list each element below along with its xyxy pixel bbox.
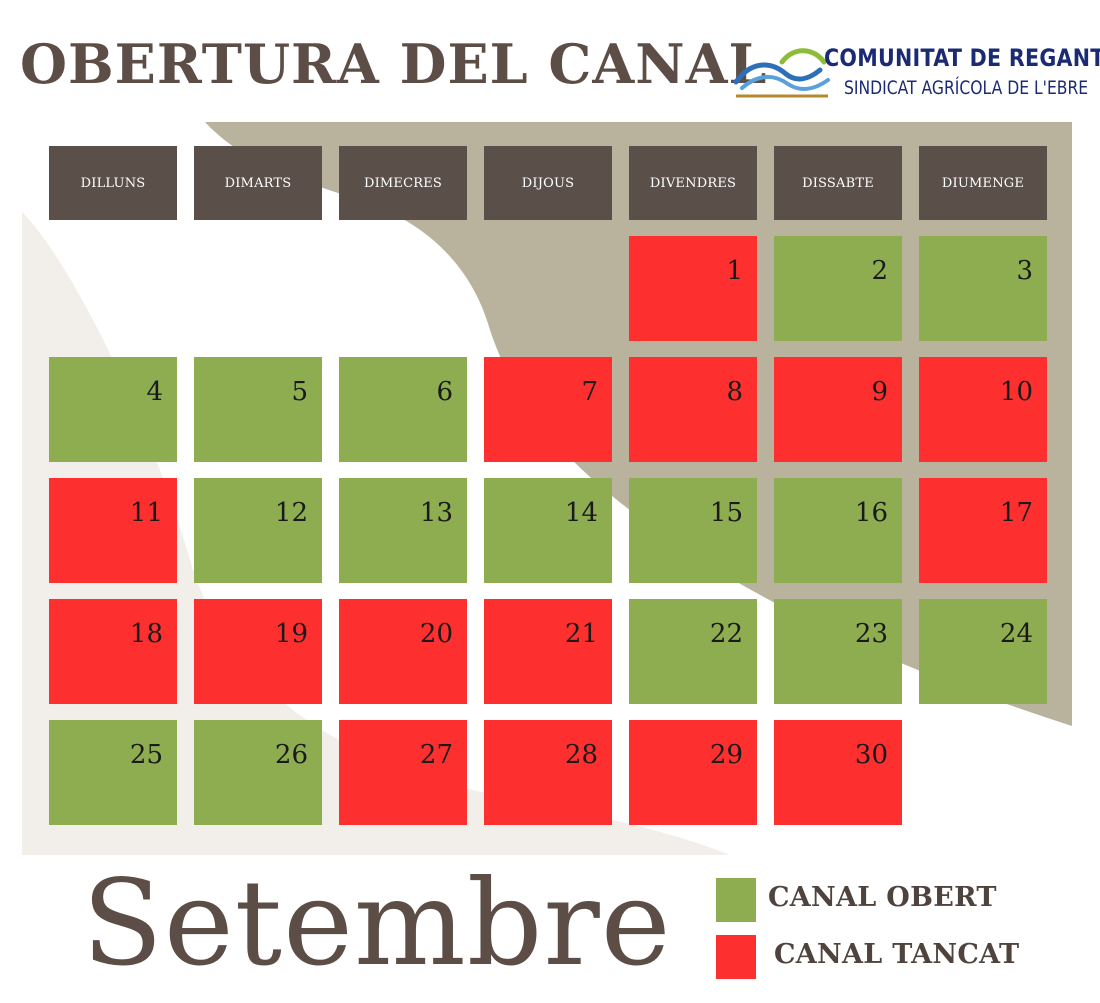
day-number: 9 — [871, 377, 888, 407]
day-number: 3 — [1016, 256, 1033, 286]
day-number: 10 — [999, 377, 1033, 407]
calendar-grid: DILLUNS DIMARTS DIMECRES DIJOUS DIVENDRES DIS… — [49, 146, 1047, 825]
day-cell-8: 8 — [629, 357, 757, 462]
day-number: 6 — [436, 377, 453, 407]
day-cell-28: 28 — [484, 720, 612, 825]
day-number: 11 — [129, 498, 163, 528]
day-number: 2 — [871, 256, 888, 286]
day-number: 4 — [146, 377, 163, 407]
weekday-header-dissabte: DISSABTE — [774, 146, 902, 220]
day-cell-24: 24 — [919, 599, 1047, 704]
day-number: 27 — [419, 740, 453, 770]
empty-cell — [484, 236, 612, 341]
day-cell-10: 10 — [919, 357, 1047, 462]
day-cell-2: 2 — [774, 236, 902, 341]
day-cell-6: 6 — [339, 357, 467, 462]
day-cell-23: 23 — [774, 599, 902, 704]
day-number: 28 — [564, 740, 598, 770]
day-number: 5 — [291, 377, 308, 407]
day-number: 18 — [129, 619, 163, 649]
day-cell-20: 20 — [339, 599, 467, 704]
day-cell-3: 3 — [919, 236, 1047, 341]
day-number: 8 — [726, 377, 743, 407]
day-number: 22 — [709, 619, 743, 649]
day-number: 23 — [854, 619, 888, 649]
day-cell-16: 16 — [774, 478, 902, 583]
day-cell-18: 18 — [49, 599, 177, 704]
day-cell-15: 15 — [629, 478, 757, 583]
weekday-header-dijous: DIJOUS — [484, 146, 612, 220]
legend-swatch-closed — [716, 935, 756, 979]
day-number: 26 — [274, 740, 308, 770]
day-number: 17 — [999, 498, 1033, 528]
empty-cell — [339, 236, 467, 341]
logo-subtitle: SINDICAT AGRÍCOLA DE L'EBRE — [844, 77, 1089, 99]
river-waves-icon — [733, 48, 830, 98]
day-cell-12: 12 — [194, 478, 322, 583]
day-cell-26: 26 — [194, 720, 322, 825]
day-number: 30 — [854, 740, 888, 770]
weekday-header-dilluns: DILLUNS — [49, 146, 177, 220]
day-number: 15 — [709, 498, 743, 528]
day-cell-22: 22 — [629, 599, 757, 704]
empty-cell — [49, 236, 177, 341]
day-cell-7: 7 — [484, 357, 612, 462]
day-cell-1: 1 — [629, 236, 757, 341]
legend-swatch-open — [716, 878, 756, 922]
day-cell-17: 17 — [919, 478, 1047, 583]
weekday-header-dimecres: DIMECRES — [339, 146, 467, 220]
day-cell-30: 30 — [774, 720, 902, 825]
day-cell-19: 19 — [194, 599, 322, 704]
weekday-header-diumenge: DIUMENGE — [919, 146, 1047, 220]
day-number: 7 — [581, 377, 598, 407]
legend-label-closed: CANAL TANCAT — [774, 939, 1020, 970]
day-cell-5: 5 — [194, 357, 322, 462]
day-number: 1 — [726, 256, 743, 286]
day-number: 16 — [854, 498, 888, 528]
weekday-header-divendres: DIVENDRES — [629, 146, 757, 220]
organization-logo: COMUNITAT DE REGANTS SINDICAT AGRÍCOLA D… — [732, 40, 1100, 106]
day-cell-9: 9 — [774, 357, 902, 462]
legend-label-open: CANAL OBERT — [768, 882, 997, 913]
day-cell-21: 21 — [484, 599, 612, 704]
day-cell-27: 27 — [339, 720, 467, 825]
page-title: OBERTURA DEL CANAL — [20, 32, 768, 96]
day-cell-4: 4 — [49, 357, 177, 462]
day-cell-29: 29 — [629, 720, 757, 825]
day-number: 24 — [999, 619, 1033, 649]
day-number: 19 — [274, 619, 308, 649]
logo-title: COMUNITAT DE REGANTS — [824, 44, 1100, 72]
day-cell-13: 13 — [339, 478, 467, 583]
day-number: 29 — [709, 740, 743, 770]
month-name: Setembre — [82, 854, 672, 992]
day-number: 25 — [129, 740, 163, 770]
day-number: 20 — [419, 619, 453, 649]
day-number: 14 — [564, 498, 598, 528]
day-number: 12 — [274, 498, 308, 528]
weekday-header-dimarts: DIMARTS — [194, 146, 322, 220]
day-cell-14: 14 — [484, 478, 612, 583]
day-number: 13 — [419, 498, 453, 528]
day-cell-25: 25 — [49, 720, 177, 825]
empty-cell — [194, 236, 322, 341]
day-cell-11: 11 — [49, 478, 177, 583]
day-number: 21 — [564, 619, 598, 649]
